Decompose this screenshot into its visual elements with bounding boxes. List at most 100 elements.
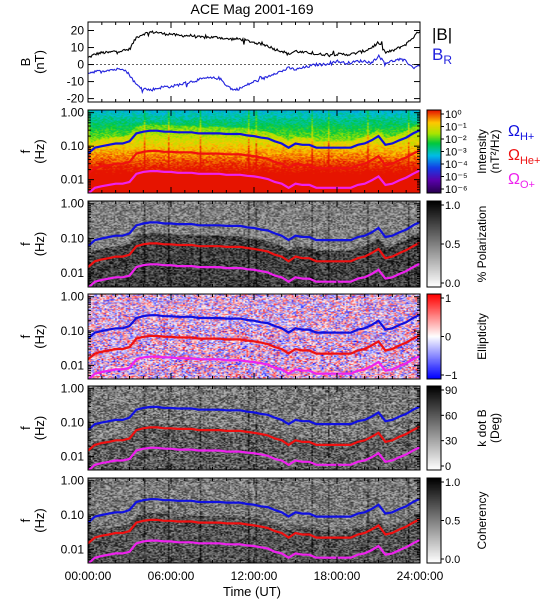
colorbar-unit-kdotb: (Deg) xyxy=(488,413,502,443)
colorbar-ellipticity: 1 0 −1 Ellipticity xyxy=(426,293,489,382)
colorbar-label-intensity: Intensity xyxy=(475,129,489,174)
gyro-line-o-intensity xyxy=(88,169,420,193)
x-tick-2: 12:00:00 xyxy=(231,569,278,583)
y-label-intensity: f xyxy=(18,149,33,153)
y-label-coherency: f xyxy=(18,518,33,522)
y-tick-field-2: 0 xyxy=(77,58,84,72)
y-unit-kdotb: (Hz) xyxy=(32,416,47,441)
y-tick-intensity-1: 0.10 xyxy=(61,139,85,153)
colorbar-tick-kdotb-0: 90 xyxy=(445,385,457,397)
colorbar-tick-kdotb-1: 60 xyxy=(445,410,457,422)
gyro-line-h-intensity xyxy=(88,129,420,155)
colorbar-polarization: 1.0 0.5 0.0 % Polarization xyxy=(426,200,489,290)
x-tick-0: 00:00:00 xyxy=(65,569,112,583)
gyro-line-he-coherency xyxy=(88,518,420,545)
colorbar-tick-intensity-5: 10⁻⁵ xyxy=(445,172,468,184)
colorbar-tick-intensity-4: 10⁻⁴ xyxy=(445,159,468,171)
y-tick-field-0: 20 xyxy=(71,24,85,38)
gyro-line-o-coherency xyxy=(88,538,420,563)
legend-item-0: ΩH+ xyxy=(508,123,534,143)
y-label-kdotb: f xyxy=(18,426,33,430)
legend-item-2: ΩO+ xyxy=(508,171,535,191)
y-label-ellipticity: f xyxy=(18,334,33,338)
colorbar-tick-intensity-2: 10⁻² xyxy=(445,134,467,146)
y-tick-kdotb-0: 1.00 xyxy=(61,382,85,396)
gyro-line-h-coherency xyxy=(88,497,420,524)
panel-frame-field xyxy=(87,21,421,103)
y-unit-polarization: (Hz) xyxy=(32,232,47,257)
legend-item-1: ΩHe+ xyxy=(508,147,540,167)
y-tick-coherency-2: 0.01 xyxy=(61,542,85,556)
colorbar-tick-intensity-1: 10⁻¹ xyxy=(445,122,467,134)
x-tick-1: 06:00:00 xyxy=(148,569,195,583)
x-axis-label: Time (UT) xyxy=(223,584,281,599)
y-tick-kdotb-2: 0.01 xyxy=(61,450,85,464)
colorbar-tick-polarization-1: 0.5 xyxy=(445,239,460,251)
panel-kdotb: 90 60 30 0 k dot B (Deg) 1.00 0.10 0.01 f (Hz) xyxy=(18,382,502,473)
colorbar-tick-ellipticity-0: 1 xyxy=(445,293,451,305)
colorbar-tick-coherency-2: 0.0 xyxy=(445,554,460,566)
series-line-b-radial xyxy=(88,53,420,95)
colorbar-unit-intensity: (nT²/Hz) xyxy=(488,130,502,174)
colorbar-label-ellipticity: Ellipticity xyxy=(475,313,489,360)
colorbar-tick-polarization-2: 0.0 xyxy=(445,278,460,290)
gyro-line-he-ellipticity xyxy=(88,334,420,361)
gyro-line-he-polarization xyxy=(88,241,420,268)
figure-title: ACE Mag 2001-169 xyxy=(191,1,314,17)
colorbar-tick-coherency-1: 0.5 xyxy=(445,516,460,528)
colorbar-label-polarization: % Polarization xyxy=(475,206,489,283)
colorbar-tick-kdotb-2: 30 xyxy=(445,436,457,448)
colorbar-tick-ellipticity-1: 0 xyxy=(445,332,451,344)
colorbar-label-coherency: Coherency xyxy=(475,491,489,549)
colorbar-tick-ellipticity-2: −1 xyxy=(445,370,458,382)
y-tick-ellipticity-1: 0.10 xyxy=(61,324,85,338)
gyro-line-he-intensity xyxy=(88,149,420,175)
colorbar-label-kdotb: k dot B xyxy=(475,409,489,446)
gyro-line-h-kdotb xyxy=(88,405,420,431)
y-tick-field-1: 10 xyxy=(71,41,85,55)
gyro-line-he-kdotb xyxy=(88,425,420,452)
colorbar-tick-coherency-0: 1.0 xyxy=(445,477,460,489)
panel-field: |B|BR 20 10 0 -10 -20 B (nT) xyxy=(18,21,452,106)
y-tick-field-3: -10 xyxy=(67,75,85,89)
y-tick-polarization-2: 0.01 xyxy=(61,266,85,280)
panel-ellipticity: 1 0 −1 Ellipticity 1.00 0.10 0.01 f (Hz) xyxy=(18,290,489,382)
legend-b-magnitude: |B| xyxy=(432,25,452,44)
y-unit-intensity: (Hz) xyxy=(32,139,47,164)
legend-b-radial: BR xyxy=(432,45,452,67)
y-tick-ellipticity-0: 1.00 xyxy=(61,290,85,304)
y-tick-intensity-2: 0.01 xyxy=(61,173,85,187)
y-tick-coherency-0: 1.00 xyxy=(61,474,85,488)
y-tick-kdotb-1: 0.10 xyxy=(61,416,85,430)
y-unit-coherency: (Hz) xyxy=(32,508,47,533)
y-tick-polarization-0: 1.00 xyxy=(61,197,85,211)
panel-coherency: 1.0 0.5 0.0 Coherency 1.00 0.10 0.01 f (Hz) xyxy=(18,474,489,566)
panel-polarization: 1.0 0.5 0.0 % Polarization 1.00 0.10 0.01 f (Hz) xyxy=(18,197,489,290)
y-label-polarization: f xyxy=(18,242,33,246)
colorbar-tick-intensity-0: 10⁰ xyxy=(445,109,462,121)
y-label-field: B xyxy=(18,58,33,67)
gyro-line-o-polarization xyxy=(88,262,420,287)
colorbar-tick-kdotb-3: 0 xyxy=(445,461,451,473)
colorbar-tick-intensity-3: 10⁻³ xyxy=(445,147,467,159)
colorbar-kdotb: 90 60 30 0 k dot B (Deg) xyxy=(426,385,502,473)
y-unit-field: (nT) xyxy=(32,50,47,74)
y-tick-field-4: -20 xyxy=(67,92,85,106)
colorbar-tick-polarization-0: 1.0 xyxy=(445,200,460,212)
y-tick-polarization-1: 0.10 xyxy=(61,231,85,245)
x-tick-3: 18:00:00 xyxy=(314,569,361,583)
gyro-line-o-kdotb xyxy=(88,446,420,470)
field-legend: |B|BR xyxy=(432,25,452,67)
colorbar-tick-intensity-6: 10⁻⁶ xyxy=(445,184,468,196)
x-tick-4: 24:00:00 xyxy=(397,569,444,583)
gyro-line-o-ellipticity xyxy=(88,354,420,379)
y-unit-ellipticity: (Hz) xyxy=(32,324,47,349)
gyro-line-h-ellipticity xyxy=(88,313,420,340)
x-tick-labels: 00:00:00 06:00:00 12:00:00 18:00:00 24:00:00 xyxy=(65,569,444,583)
y-tick-coherency-1: 0.10 xyxy=(61,508,85,522)
colorbar-coherency: 1.0 0.5 0.0 Coherency xyxy=(426,477,489,566)
y-tick-intensity-0: 1.00 xyxy=(61,106,85,120)
